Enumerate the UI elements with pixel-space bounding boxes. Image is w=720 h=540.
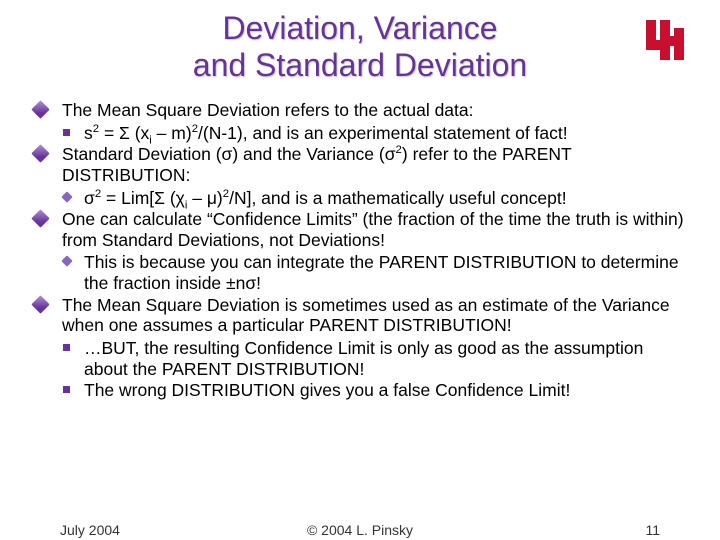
bullet-text: Standard Deviation (σ) and the Variance … [62, 144, 571, 185]
bullet-text: This is because you can integrate the PA… [84, 252, 679, 293]
bullet-text: σ2 = Lim[Σ (χi – μ)2/N], and is a mathem… [84, 188, 567, 208]
bullet-lvl1: The Mean Square Deviation refers to the … [34, 100, 690, 121]
uh-logo [640, 14, 692, 66]
bullet-text: s2 = Σ (xi – m)2/(N-1), and is an experi… [84, 123, 568, 143]
bullet-lvl1: Standard Deviation (σ) and the Variance … [34, 144, 690, 185]
title-line-2: and Standard Deviation [193, 47, 527, 83]
footer-copyright: © 2004 L. Pinsky [0, 522, 720, 538]
bullet-lvl2: This is because you can integrate the PA… [34, 252, 690, 293]
bullet-lvl2: …BUT, the resulting Confidence Limit is … [34, 338, 690, 379]
bullet-text: …BUT, the resulting Confidence Limit is … [84, 338, 643, 379]
bullet-text: The wrong DISTRIBUTION gives you a false… [84, 380, 570, 400]
bullet-lvl2: The wrong DISTRIBUTION gives you a false… [34, 380, 690, 401]
title-line-1: Deviation, Variance [222, 10, 497, 46]
bullet-lvl1: One can calculate “Confidence Limits” (t… [34, 209, 690, 250]
bullet-lvl2: σ2 = Lim[Σ (χi – μ)2/N], and is a mathem… [34, 188, 690, 209]
bullet-text: One can calculate “Confidence Limits” (t… [62, 209, 684, 250]
slide-title: Deviation, Variance and Standard Deviati… [0, 0, 720, 84]
bullet-text: The Mean Square Deviation refers to the … [62, 100, 474, 120]
slide-body: The Mean Square Deviation refers to the … [34, 100, 690, 402]
bullet-lvl2: s2 = Σ (xi – m)2/(N-1), and is an experi… [34, 123, 690, 144]
bullet-lvl1: The Mean Square Deviation is sometimes u… [34, 295, 690, 336]
slide-number: 11 [645, 522, 660, 538]
bullet-text: The Mean Square Deviation is sometimes u… [62, 295, 670, 336]
